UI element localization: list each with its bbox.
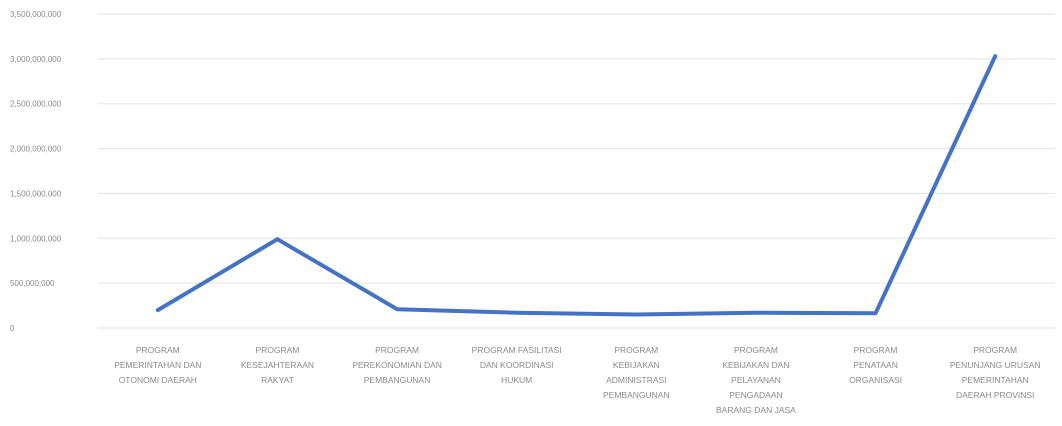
y-axis-tick-labels: 0 500,000,000 1,000,000,000 1,500,000,000 2,… — [10, 10, 62, 333]
y-tick-label: 2,000,000,000 — [10, 145, 62, 154]
y-tick-label: 1,000,000,000 — [10, 234, 62, 243]
y-tick-label: 3,000,000,000 — [10, 55, 62, 64]
series-layer — [155, 54, 998, 317]
y-tick-label: 1,500,000,000 — [10, 189, 62, 198]
x-tick-label: PROGRAM PENUNJANG URUSAN PEMERINTAHAN DAERA… — [950, 345, 1041, 400]
x-tick-label: PROGRAM PEMERINTAHAN DAN OTONOMI DAERAH — [114, 345, 201, 385]
data-point — [754, 311, 758, 315]
x-tick-label: PROGRAM KEBIJAKAN ADMINISTRASI PEMBANGUNAN — [603, 345, 670, 400]
data-point — [395, 307, 399, 311]
y-tick-label: 500,000,000 — [10, 279, 55, 288]
x-tick-label: PROGRAM FASILITASI DAN KOORDINASI HUKUM — [472, 345, 562, 385]
y-tick-label: 0 — [10, 324, 15, 333]
x-tick-label: PROGRAM KEBIJAKAN DAN PELAYANAN PENGADAAN BA… — [716, 345, 796, 415]
x-tick-label: PROGRAM PENATAAN ORGANISASI — [849, 345, 902, 385]
data-point — [993, 54, 997, 58]
data-point — [634, 313, 638, 317]
y-tick-label: 3,500,000,000 — [10, 10, 62, 19]
x-axis-tick-labels: PROGRAM PEMERINTAHAN DAN OTONOMI DAERAH PRO… — [114, 345, 1040, 415]
data-point — [874, 311, 878, 315]
x-tick-label: PROGRAM KESEJAHTERAAN RAKYAT — [241, 345, 314, 385]
x-tick-label: PROGRAM PEREKONOMIAN DAN PEMBANGUNAN — [352, 345, 442, 385]
data-point — [275, 237, 279, 241]
data-point — [515, 311, 519, 315]
y-tick-label: 2,500,000,000 — [10, 100, 62, 109]
gridlines — [98, 13, 1055, 329]
data-point — [156, 308, 160, 312]
series-line — [155, 54, 998, 317]
